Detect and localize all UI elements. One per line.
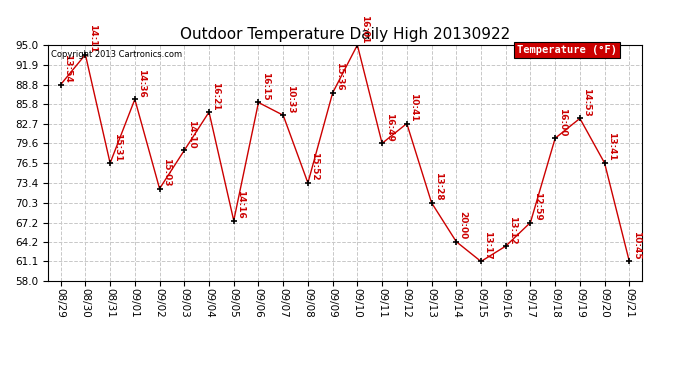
Text: 16:15: 16:15 [261,72,270,100]
Text: 13:41: 13:41 [607,132,616,161]
Text: Temperature (°F): Temperature (°F) [517,45,617,55]
Text: 15:52: 15:52 [310,152,319,181]
Text: 20:00: 20:00 [459,211,468,240]
Text: 16:21: 16:21 [212,81,221,110]
Text: 15:36: 15:36 [335,62,344,91]
Text: 14:53: 14:53 [582,88,591,117]
Text: 10:41: 10:41 [409,93,418,122]
Text: 12:59: 12:59 [533,192,542,220]
Text: 15:31: 15:31 [112,133,121,161]
Text: 16:01: 16:01 [360,15,369,43]
Title: Outdoor Temperature Daily High 20130922: Outdoor Temperature Daily High 20130922 [180,27,510,42]
Text: 15:03: 15:03 [162,158,171,187]
Text: Copyright 2013 Cartronics.com: Copyright 2013 Cartronics.com [51,50,182,59]
Text: 16:49: 16:49 [384,112,393,141]
Text: 16:00: 16:00 [558,108,566,136]
Text: 13:17: 13:17 [484,231,493,260]
Text: 14:10: 14:10 [187,120,196,148]
Text: 10:33: 10:33 [286,85,295,113]
Text: 14:16: 14:16 [236,190,245,219]
Text: 13:54: 13:54 [63,54,72,82]
Text: 13:12: 13:12 [509,216,518,244]
Text: 13:28: 13:28 [434,172,443,201]
Text: 10:45: 10:45 [632,231,641,260]
Text: 14:36: 14:36 [137,69,146,98]
Text: 14:11: 14:11 [88,24,97,52]
